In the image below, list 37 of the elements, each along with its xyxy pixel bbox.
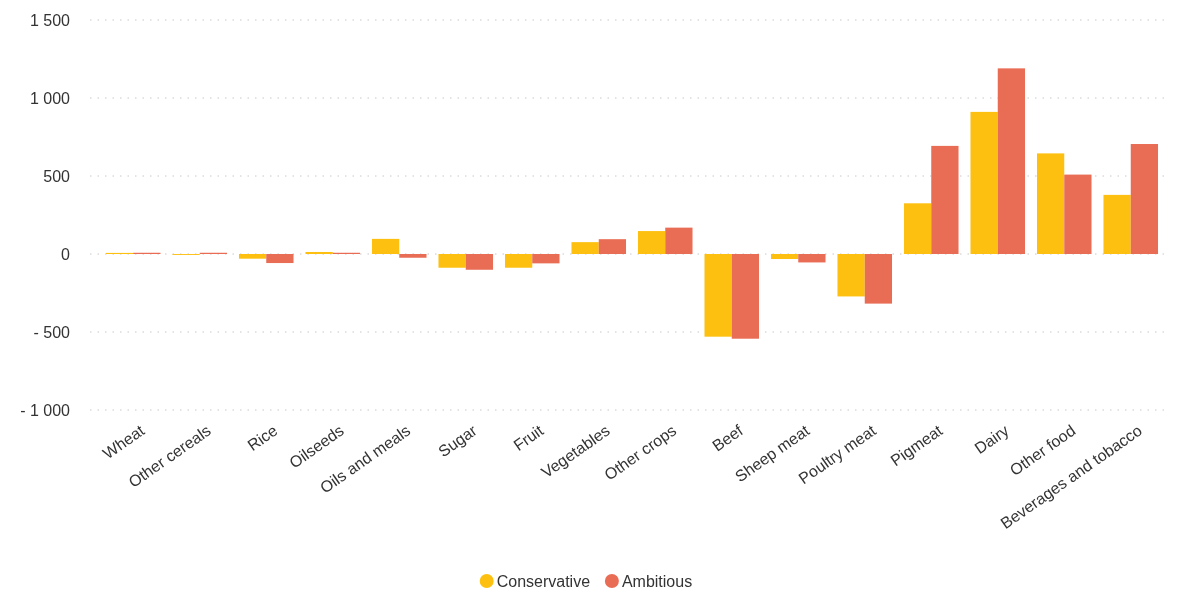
y-tick-label: 1 000 — [29, 89, 71, 107]
legend-label: Conservative — [496, 572, 591, 590]
bar — [305, 251, 333, 254]
legend-label: Ambitious — [621, 572, 693, 590]
bar — [532, 254, 560, 264]
bar — [266, 254, 294, 264]
bar — [637, 231, 666, 254]
bar — [665, 227, 693, 254]
bar — [371, 238, 400, 254]
bar — [970, 111, 998, 254]
bar — [504, 254, 533, 268]
bar — [1036, 153, 1065, 254]
y-tick-label: - 500 — [33, 323, 71, 341]
bar — [1130, 144, 1159, 254]
bar — [931, 145, 959, 254]
bar — [864, 254, 893, 304]
y-tick-label: 1 500 — [29, 11, 71, 29]
y-tick-label: 0 — [61, 245, 71, 263]
bar — [837, 254, 865, 297]
bar — [598, 239, 627, 254]
bar — [997, 68, 1026, 254]
x-tick-label: Rice — [244, 421, 281, 454]
x-tick-label: Beef — [709, 421, 747, 455]
bar — [1064, 174, 1092, 254]
y-tick-label: - 1 000 — [20, 401, 71, 419]
bar — [704, 254, 732, 337]
bar — [238, 254, 267, 259]
bar — [903, 203, 932, 254]
bar — [1103, 194, 1131, 254]
bar — [571, 242, 599, 254]
bar — [770, 254, 799, 259]
bar — [399, 254, 427, 258]
bar — [731, 254, 760, 339]
bar — [465, 254, 494, 270]
bar — [438, 254, 466, 268]
bar — [798, 254, 826, 263]
y-tick-label: 500 — [43, 167, 71, 185]
